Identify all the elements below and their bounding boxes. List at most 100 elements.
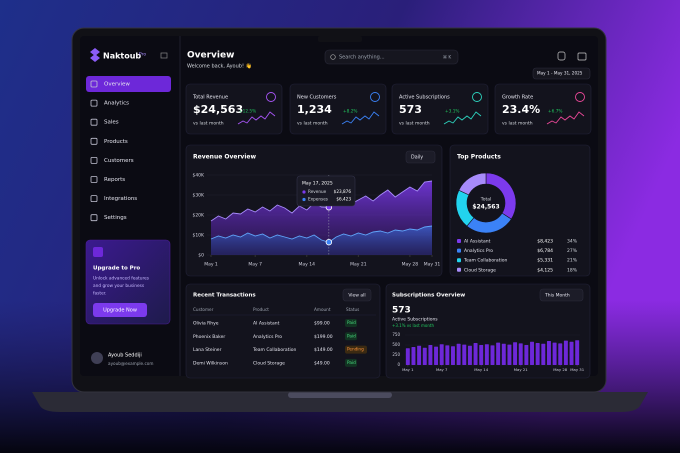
kpi-sparkline [546, 111, 585, 125]
period-label: This Month [544, 293, 570, 299]
menu-icon [90, 80, 98, 88]
kpi-icon [472, 92, 482, 102]
menu-item[interactable]: Products [104, 139, 128, 145]
kpi-change: +6.7% [548, 109, 563, 115]
collapse-icon[interactable] [160, 52, 168, 59]
subscriptions-total: 573 [392, 306, 411, 316]
camera-notch [318, 36, 362, 42]
kpi-value: $24,563 [193, 103, 243, 116]
table-header: Status [346, 307, 359, 312]
kpi-sparkline [237, 111, 276, 125]
upgrade-icon [93, 247, 103, 257]
period-dropdown[interactable] [539, 288, 584, 302]
menu-icon [90, 214, 98, 222]
table-cell: $49.00 [314, 360, 330, 366]
x-tick-label: May 7 [436, 367, 448, 372]
menu-icon [90, 195, 98, 203]
tooltip-value: $23,876 [334, 189, 352, 194]
table-cell: Olivia Rhye [193, 321, 219, 327]
kpi-value: 1,234 [297, 103, 332, 116]
product-percent: 34% [567, 239, 578, 245]
kpi-icon [575, 92, 585, 102]
table-cell: Cloud Storage [253, 360, 285, 366]
menu-item[interactable]: Analytics [104, 101, 129, 107]
kpi-card [391, 83, 489, 135]
search-icon [330, 54, 336, 60]
bar [479, 345, 484, 365]
kpi-label: Active Subscriptions [399, 95, 450, 101]
bar [535, 343, 540, 365]
search-box[interactable] [324, 49, 459, 65]
calendar-button[interactable] [577, 52, 587, 61]
y-tick-label: $20K [192, 213, 205, 219]
menu-item[interactable]: Reports [104, 177, 125, 183]
upgrade-button[interactable] [93, 303, 147, 317]
logo [90, 48, 100, 62]
kpi-note: vs last month [297, 121, 328, 127]
menu-item[interactable]: Customers [104, 158, 134, 164]
bar [541, 343, 546, 365]
bar [563, 340, 568, 365]
transactions-card [185, 283, 381, 379]
menu-icon [90, 176, 98, 183]
x-tick-label: May 28 [402, 262, 419, 268]
legend-label: Team Collaboration [463, 258, 507, 264]
chart-title: Top Products [457, 154, 501, 161]
tooltip-series: Expenses [308, 197, 328, 202]
menu-item[interactable]: Settings [104, 215, 127, 221]
view-all-button[interactable] [342, 288, 372, 302]
table-cell: Demi Wilkinson [193, 360, 228, 366]
date-range-label: May 1 - May 31, 2025 [537, 71, 583, 76]
menu-item[interactable]: Overview [104, 82, 130, 88]
kpi-note: vs last month [502, 121, 533, 127]
period-label: Daily [411, 155, 423, 161]
laptop-hinge [288, 392, 392, 398]
user-name: Ayoub Seddiji [108, 353, 142, 359]
table-cell: $99.00 [314, 321, 330, 327]
kpi-sparkline [443, 111, 482, 125]
table-header: Product [253, 307, 269, 312]
brand-name: Naktoub [103, 52, 141, 61]
y-tick-label: $40K [192, 173, 205, 179]
bar [434, 346, 439, 365]
x-tick-label: May 31 [570, 367, 584, 372]
bar [456, 343, 461, 365]
upgrade-title: Upgrade to Pro [93, 266, 140, 272]
subscriptions-subtitle: Active Subscriptions [392, 317, 438, 323]
donut-center-label: Total [480, 197, 492, 203]
bar [405, 348, 410, 365]
menu-icon [90, 156, 98, 164]
status-pill [345, 332, 357, 341]
tooltip-value: $6,423 [336, 197, 351, 202]
kpi-card [494, 83, 592, 135]
product-percent: 21% [567, 258, 578, 264]
kpi-label: Growth Rate [502, 95, 533, 101]
menu-icon [90, 99, 98, 107]
table-cell: Team Collaboration [252, 347, 296, 353]
upgrade-text: faster. [93, 291, 106, 297]
kpi-icon [266, 92, 276, 102]
area [211, 226, 432, 255]
menu-item[interactable]: Sales [104, 120, 119, 126]
legend-swatch [457, 258, 461, 263]
table-header: Amount [314, 307, 331, 312]
kpi-value: 573 [399, 103, 422, 116]
period-dropdown[interactable] [405, 150, 436, 164]
kpi-change: +8.2% [343, 109, 358, 115]
brand-badge: Pro [139, 52, 146, 58]
x-tick-label: May 7 [248, 262, 262, 268]
donut-center-value: $24,563 [472, 204, 499, 211]
bar [575, 340, 580, 365]
x-tick-label: May 21 [350, 262, 367, 268]
bar [546, 341, 551, 365]
bar [445, 345, 450, 365]
date-range[interactable] [532, 67, 591, 80]
x-tick-label: May 1 [402, 367, 414, 372]
table-cell: AI Assistant [253, 321, 280, 327]
status-label: Paid [347, 333, 356, 338]
menu-item[interactable]: Integrations [104, 196, 137, 202]
notification-button[interactable] [557, 51, 566, 61]
x-tick-label: May 14 [299, 262, 316, 268]
x-tick-label: May 31 [424, 262, 441, 268]
bar [462, 344, 467, 365]
